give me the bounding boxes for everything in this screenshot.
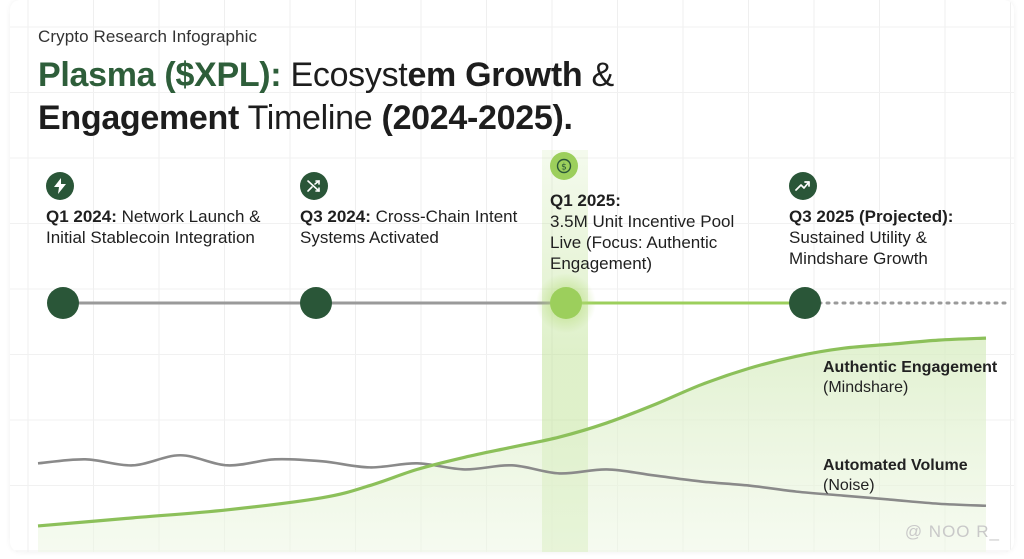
title-part5: Engagement (38, 99, 240, 137)
legend-authentic-subtitle: (Mindshare) (823, 379, 909, 396)
milestone-q1-2025: $ Q1 2025: 3.5M Unit Incentive Pool Live … (550, 152, 770, 274)
title-part7: (2024-2025). (381, 99, 573, 137)
watermark: @ NOO R_ (904, 522, 1000, 541)
legend-automated-volume: Automated Volume (Noise) (823, 456, 968, 496)
legend-authentic-engagement: Authentic Engagement (Mindshare) (823, 358, 997, 398)
milestone-node-q1-2024 (47, 287, 79, 319)
title-part1: Plasma ($XPL): (38, 56, 282, 94)
milestone-period: Q1 2025: (550, 191, 621, 210)
milestone-period: Q1 2024: (46, 207, 117, 226)
milestone-node-q3-2024 (300, 287, 332, 319)
milestone-q1-2024: Q1 2024: Network Launch & Initial Stable… (46, 172, 276, 248)
milestone-description: 3.5M Unit Incentive Pool Live (Focus: Au… (550, 212, 735, 273)
infographic-frame: Crypto Research Infographic Plasma ($XPL… (10, 0, 1014, 552)
legend-automated-title: Automated Volume (823, 457, 968, 474)
authentic-engagement-line (37, 336, 987, 528)
title-part2: Ecosyst (281, 56, 408, 94)
milestone-q3-2025: Q3 2025 (Projected): Sustained Utility &… (789, 172, 1009, 269)
milestone-text: Q3 2025 (Projected): Sustained Utility &… (789, 206, 1009, 269)
authentic-engagement-area (38, 338, 986, 552)
milestone-text: Q3 2024: Cross-Chain Intent Systems Acti… (300, 206, 530, 248)
growth-chart (37, 150, 1012, 552)
shuffle-icon (300, 172, 328, 200)
milestone-text: Q1 2024: Network Launch & Initial Stable… (46, 206, 276, 248)
svg-text:$: $ (561, 163, 567, 173)
page-title: Plasma ($XPL): Ecosystem Growth & Engage… (38, 54, 798, 140)
title-part3: em Growth (407, 56, 583, 94)
milestone-node-q3-2025 (789, 287, 821, 319)
milestone-description: Network Launch & Initial Stablecoin Inte… (46, 207, 261, 247)
milestone-node-q1-2025 (550, 287, 582, 319)
milestone-period: Q3 2024: (300, 207, 371, 226)
title-part6: Timeline (239, 99, 382, 137)
legend-automated-subtitle: (Noise) (823, 477, 875, 494)
subtitle: Crypto Research Infographic (38, 27, 258, 46)
trending-up-icon (789, 172, 817, 200)
milestone-text: Q1 2025: 3.5M Unit Incentive Pool Live (F… (550, 190, 770, 274)
lightning-icon (46, 172, 74, 200)
milestone-description: Sustained Utility & Mindshare Growth (789, 228, 928, 268)
milestone-q3-2024: Q3 2024: Cross-Chain Intent Systems Acti… (300, 172, 530, 248)
dollar-coin-icon: $ (550, 152, 578, 180)
legend-authentic-title: Authentic Engagement (823, 359, 998, 376)
milestone-description: Cross-Chain Intent Systems Activated (300, 207, 518, 247)
milestone-period: Q3 2025 (Projected): (789, 207, 954, 226)
automated-volume-line (37, 453, 987, 508)
title-part4: & (582, 56, 614, 94)
